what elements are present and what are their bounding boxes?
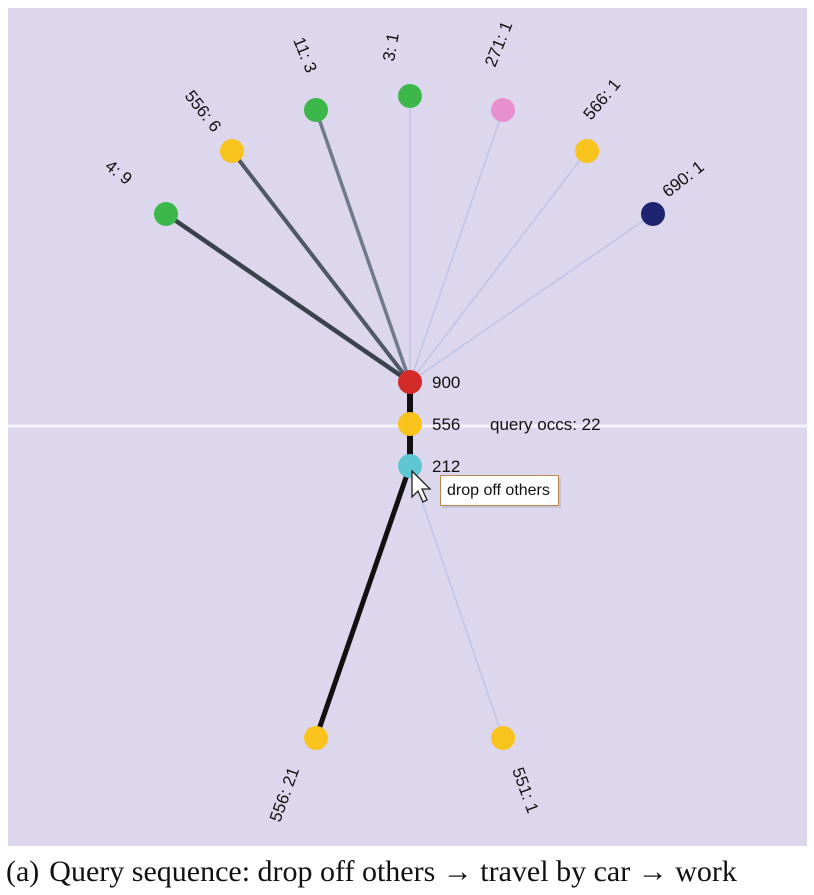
node-556-6[interactable] (220, 139, 244, 163)
node-271-1[interactable] (491, 98, 515, 122)
node-4-9[interactable] (154, 202, 178, 226)
edge-556-6 (230, 149, 412, 384)
branch-label-271-1: 271: 1 (481, 19, 516, 70)
node-group (154, 84, 665, 750)
tooltip-text: drop off others (447, 482, 550, 499)
branch-label-556-6: 556: 6 (181, 87, 225, 136)
node-690-1[interactable] (641, 202, 665, 226)
edge-group (163, 95, 654, 741)
branch-label-690-1: 690: 1 (659, 157, 708, 201)
sequence-tree-panel: 4: 9 556: 6 11: 3 3: 1 271: 1 566: 1 690: 1 556… (8, 8, 807, 846)
center-node-900[interactable] (398, 370, 422, 394)
edge-271-1 (409, 109, 504, 383)
center-node-212[interactable] (398, 454, 422, 478)
edge-11-3 (314, 108, 412, 384)
figure-caption: (a) Query sequence: drop off others → tra… (0, 848, 814, 895)
center-label-900: 900 (432, 373, 460, 392)
branch-label-551-1: 551: 1 (508, 765, 542, 816)
branch-label-556-21: 556: 21 (266, 765, 303, 825)
branch-label-3-1: 3: 1 (379, 31, 403, 62)
node-551-1[interactable] (491, 726, 515, 750)
node-3-1[interactable] (398, 84, 422, 108)
branch-label-566-1: 566: 1 (580, 75, 625, 123)
query-occurrences-label: query occs: 22 (490, 415, 601, 434)
center-label-556: 556 (432, 415, 460, 434)
edge-551-1 (409, 465, 504, 739)
caption-text: Query sequence: drop off others → travel… (49, 855, 737, 888)
center-label-212: 212 (432, 457, 460, 476)
edge-4-9 (163, 211, 413, 385)
caption-tag: (a) (6, 855, 40, 888)
node-11-3[interactable] (304, 98, 328, 122)
node-556-21[interactable] (304, 726, 328, 750)
tooltip: drop off others (440, 475, 559, 506)
edge-566-1 (409, 150, 588, 383)
edge-556-21 (313, 463, 413, 741)
branch-label-4-9: 4: 9 (102, 156, 136, 188)
branch-label-11-3: 11: 3 (289, 34, 320, 75)
node-566-1[interactable] (575, 139, 599, 163)
edge-690-1 (409, 213, 654, 383)
center-node-556[interactable] (398, 412, 422, 436)
sequence-tree-graph: 4: 9 556: 6 11: 3 3: 1 271: 1 566: 1 690: 1 556… (8, 19, 807, 825)
